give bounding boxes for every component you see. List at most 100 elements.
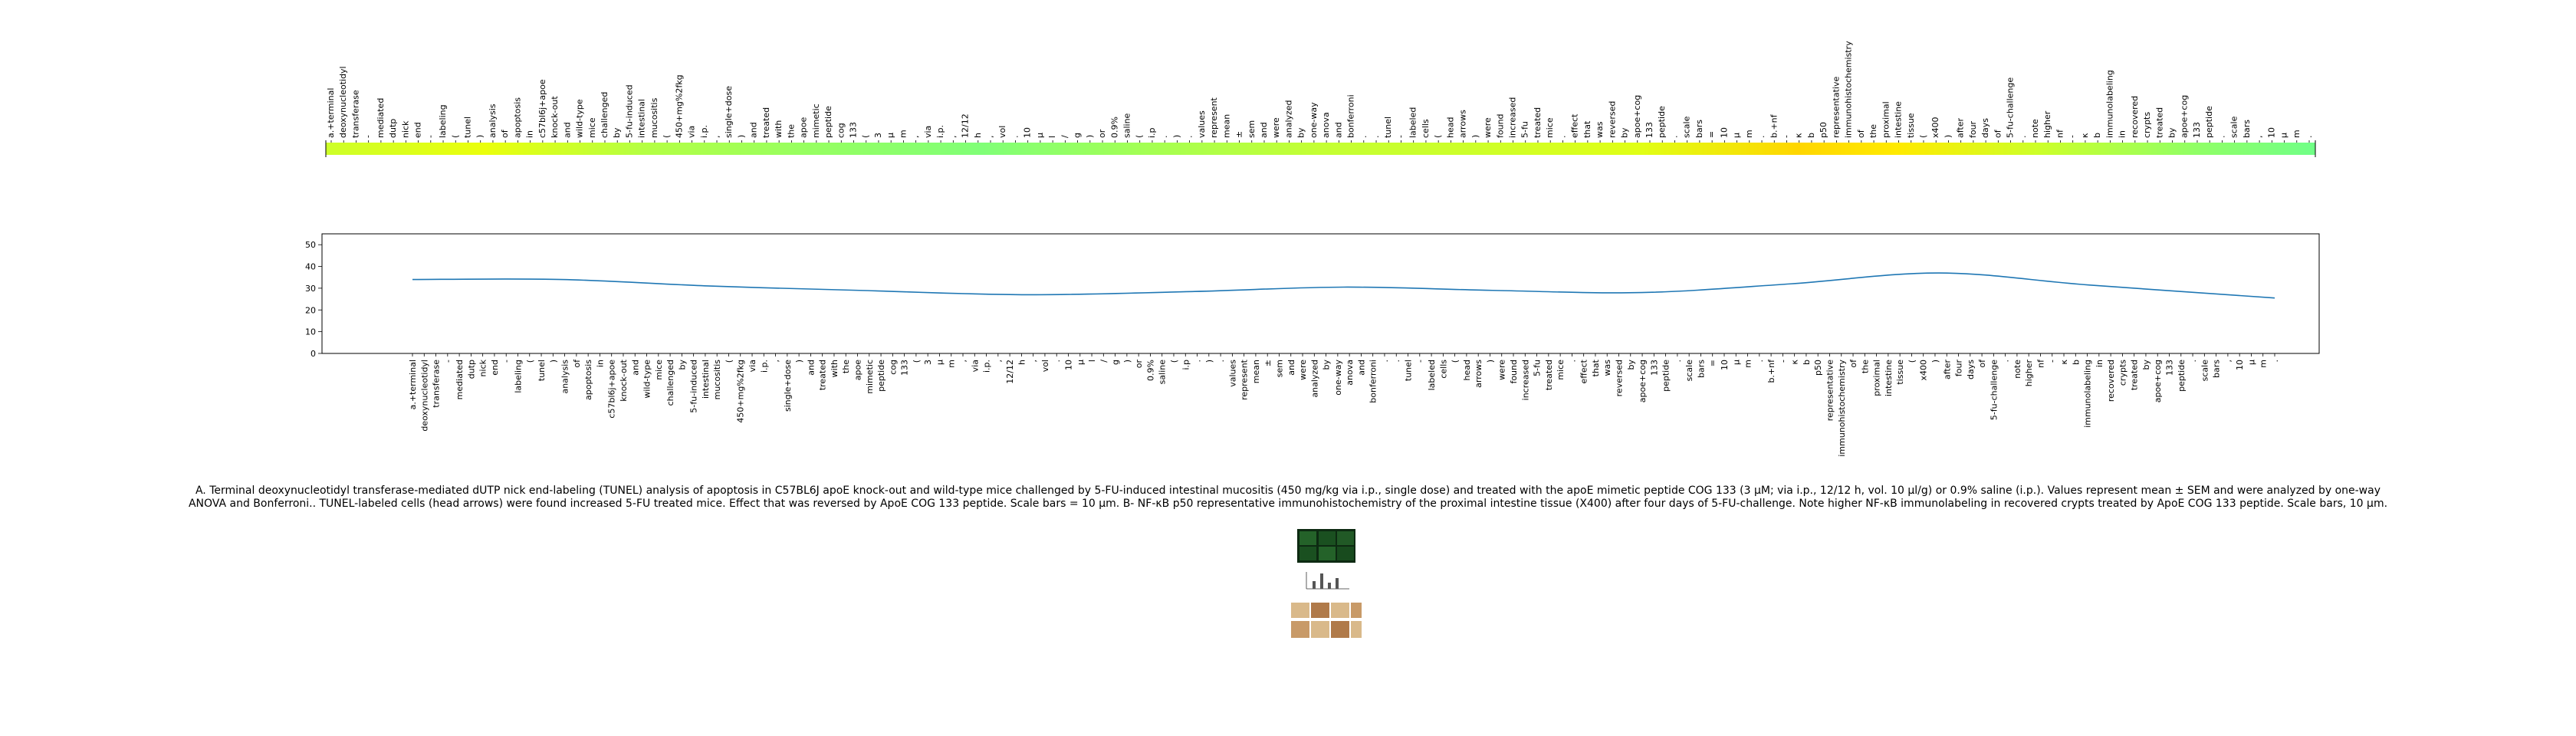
x-tick-label: bonferroni [1368,360,1378,403]
heatmap-tick-label: 12/12 [961,113,971,138]
heatmap-tick-label: 133 [1644,122,1654,138]
x-tick-label: apoptosis [583,360,593,400]
heatmap-tick-label: mice [587,117,597,138]
heatmap-tick-label: tissue [1906,113,1916,138]
x-tick-label: g [1111,360,1121,365]
x-tick-label: . [1216,360,1226,363]
heatmap-tick-label: peptide [2204,106,2214,138]
x-tick-label: - [1778,360,1788,363]
heatmap-tick-label: h [973,133,983,138]
x-tick-label: intestine [1884,360,1894,396]
heatmap-tick-label: . [1371,136,1381,139]
x-tick-label: labeling [513,360,523,393]
x-tick-label: ( [912,360,922,363]
heatmap-tick-label: a.+terminal [326,88,336,138]
x-tick-label: . [1380,360,1390,363]
heatmap-tick-label: of [1993,129,2003,138]
x-tick-label: apoe+cog [2153,360,2163,402]
heatmap-tick-label: nf [2055,129,2065,138]
x-tick-label: crypts [2118,360,2128,386]
heatmap-tick-label: was [1595,121,1605,138]
x-tick-label: arrows [1474,360,1484,388]
heatmap-tick-label: by [1296,127,1306,138]
heatmap-tick-label: were [1483,117,1493,138]
heatmap-tick-label: immunolabeling [2104,70,2114,138]
x-tick-label: nf [2036,359,2045,368]
x-tick-label: 5-fu [1533,360,1543,376]
x-tick-label: c57bl6j+apoe [607,360,617,419]
x-tick-label: dutp [466,360,476,379]
x-tick-label: with [830,360,840,377]
heatmap-tick-label: m [1744,130,1754,138]
heatmap-tick-label: with [774,120,784,138]
heatmap-tick-label: by [612,127,622,138]
heatmap-tick-label: - [1781,135,1791,138]
x-tick-label: nick [478,359,488,376]
heatmap-tick-label: after [1956,117,1966,138]
heatmap-tick-label: . [1159,136,1169,139]
heatmap-tick-label: intestine [1894,101,1904,138]
x-tick-label: was [1602,360,1612,376]
heatmap-tick-label: apoe [799,117,809,138]
x-tick-label: one-way [1333,360,1343,396]
x-tick-label: end [490,360,500,376]
heatmap-tick-labels: a.+terminal deoxynucleotidyl transferase - m… [326,41,2314,143]
heatmap-tick-label: . [1756,136,1766,139]
x-tick-label: , [2223,360,2233,363]
heatmap-tick-label: challenged [600,92,610,138]
heatmap-tick-label: ) [1943,135,1953,138]
tunel-bar-graph [1306,572,1349,590]
x-tick-label: ( [1907,360,1917,363]
x-tick-label: four [1954,360,1964,377]
y-tick-label: 30 [305,284,316,294]
x-tick-label: in [2095,360,2104,367]
heatmap-tick-label: tunel [1383,117,1393,138]
heatmap-tick-label: i.p. [699,125,709,138]
y-axis: 0 10 20 30 40 50 [305,240,322,359]
heatmap-tick-label: - [1395,135,1405,138]
x-tick-label: mice [654,360,664,380]
x-tick-label: treated [818,360,828,390]
x-tick-label: tunel [1404,360,1414,381]
x-tick-label: peptide [1661,360,1671,392]
heatmap-tick-label: b [2092,133,2102,138]
heatmap-tick-label: immunohistochemistry [1844,41,1854,138]
x-tick-label: cells [1438,360,1448,379]
heatmap-tick-label: ) [1085,135,1095,138]
x-tick-label: 12/12 [1005,360,1015,384]
heatmap-tick-label: representative [1831,77,1841,138]
x-tick-label: higher [2024,360,2034,387]
x-tick-label: ( [1169,360,1179,363]
heatmap-tick-label: analyzed [1283,100,1293,138]
x-tick-label: effect [1579,359,1589,383]
x-tick-label: . [1755,360,1765,363]
x-tick-label: found [1509,360,1519,384]
x-tick-label: m [947,360,957,368]
x-tick-label: cog [888,360,898,375]
heatmap-tick-label: were [1271,117,1281,138]
heatmap-tick-label: the [786,124,796,138]
heatmap-tick-label: arrows [1458,110,1468,138]
heatmap-tick-label: ( [1433,135,1443,138]
heatmap-tick-label: ) [475,135,485,138]
x-tick-label: of [572,359,582,368]
x-tick-label: knock-out [619,359,629,401]
x-tick-label: ( [1451,360,1460,363]
heatmap-tick-label: or [1097,129,1107,138]
x-tick-label: and [630,360,640,376]
x-tick-label: mimetic [865,360,875,394]
x-tick-label: m [2259,360,2269,368]
figure-caption: A. Terminal deoxynucleotidyl transferase… [0,485,2576,511]
x-tick-label: i.p. [982,360,992,373]
heatmap-tick-label: and [1259,122,1269,138]
x-tick-label: ) [1204,360,1214,363]
heatmap-tick-label: g [1073,133,1083,138]
heatmap-tick-label: analysis [488,104,498,138]
x-tick-label: were [1497,360,1507,380]
x-tick-label: labeled [1427,360,1437,390]
x-tick-label: ± [1263,360,1273,366]
heatmap-tick-label: apoe+cog [1632,95,1642,138]
x-tick-label: 133 [1649,360,1659,376]
heatmap-tick-label: nick [400,120,410,138]
x-tick-label: scale [2200,360,2210,382]
